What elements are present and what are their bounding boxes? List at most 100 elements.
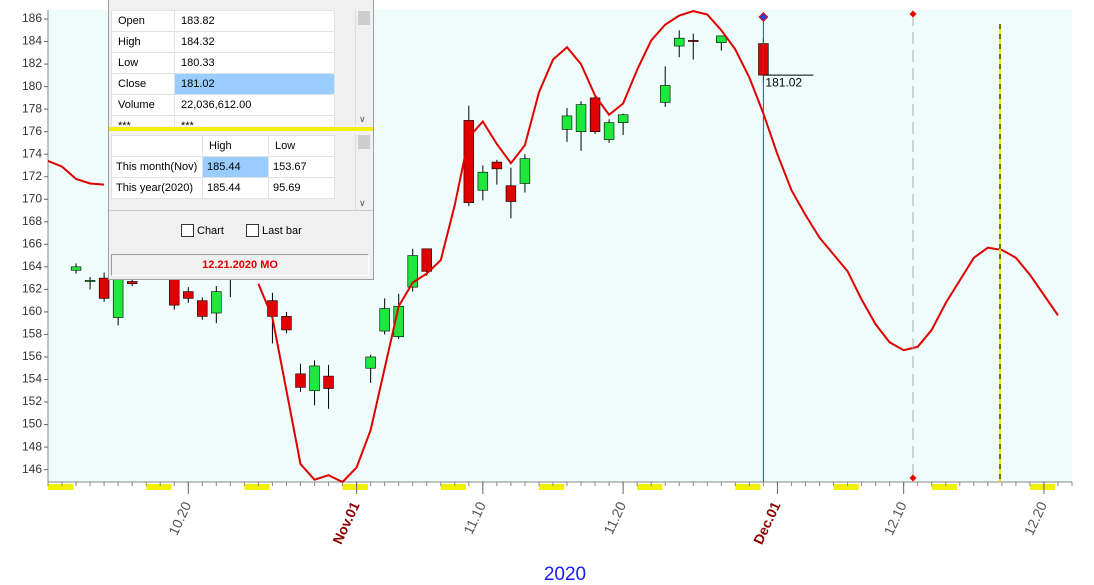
candle-body — [589, 97, 601, 132]
x-tick-label: Dec.01 — [750, 499, 784, 547]
range-column: High — [202, 135, 269, 157]
candle-body — [505, 185, 517, 202]
quote-row: High 184.32 — [111, 31, 335, 53]
weekend-band — [637, 484, 663, 490]
candle-body — [421, 248, 432, 272]
quote-value: 181.02 — [174, 73, 335, 95]
range-value: 185.44 — [202, 156, 269, 178]
candle-body — [98, 277, 110, 299]
y-tick-label: 178 — [22, 101, 42, 115]
candle-body — [603, 122, 615, 140]
divider — [109, 127, 373, 131]
x-tick-label: 10.20 — [165, 499, 194, 538]
y-tick-label: 172 — [22, 169, 42, 183]
candle-body — [295, 373, 306, 388]
quote-label: *** — [111, 115, 175, 126]
y-tick-label: 166 — [22, 236, 42, 250]
weekend-band — [931, 484, 957, 490]
candle-body — [519, 158, 531, 184]
candle-body — [491, 161, 503, 170]
quote-label: High — [111, 31, 175, 53]
candle-body — [183, 291, 194, 299]
candle-body — [659, 85, 671, 103]
y-tick-label: 164 — [22, 259, 42, 273]
y-tick-label: 168 — [22, 214, 42, 228]
y-tick-label: 182 — [22, 56, 42, 70]
y-tick-label: 158 — [22, 327, 42, 341]
scrollbar: ∨ — [355, 134, 372, 210]
y-tick-label: 160 — [22, 304, 42, 318]
range-column: Low — [268, 135, 335, 157]
quote-label: Open — [111, 10, 175, 32]
quote-value: 180.33 — [174, 52, 335, 74]
candle-body — [84, 280, 96, 282]
x-tick-label: 12.10 — [880, 499, 909, 538]
y-tick-label: 148 — [22, 439, 42, 453]
weekend-band — [48, 484, 74, 490]
candle-body — [716, 35, 727, 43]
y-tick-label: 176 — [22, 124, 42, 138]
candle-body — [561, 115, 573, 130]
quote-value: 22,036,612.00 — [174, 94, 335, 116]
candle-body — [197, 300, 208, 317]
range-label: This year(2020) — [111, 177, 203, 199]
checkbox-label: Last bar — [262, 224, 302, 237]
candle-body — [379, 308, 390, 332]
candle-body — [211, 291, 222, 314]
weekend-band — [342, 484, 368, 490]
weekend-band — [146, 484, 172, 490]
range-row: This year(2020) 185.44 95.69 — [111, 177, 335, 199]
marker — [909, 474, 917, 482]
scroll-arrow: ∨ — [359, 198, 366, 208]
quote-label: Low — [111, 52, 175, 74]
range-corner — [111, 135, 203, 157]
quote-row: Close 181.02 — [111, 73, 335, 95]
weekend-band — [1029, 484, 1056, 490]
quote-row: *** *** — [111, 115, 335, 126]
candle-body — [169, 277, 180, 306]
y-tick-label: 186 — [22, 11, 42, 25]
cursor-marker — [758, 12, 769, 22]
trend-line — [47, 10, 1059, 484]
x-tick-label: 12.20 — [1021, 499, 1050, 538]
range-value: 185.44 — [202, 177, 269, 199]
checkbox-box — [181, 224, 194, 237]
candle-body — [126, 281, 138, 285]
checkbox-label: Chart — [197, 224, 224, 237]
x-tick-label: 11.20 — [600, 499, 629, 537]
y-tick-label: 184 — [22, 34, 42, 48]
y-tick-label: 170 — [22, 191, 42, 205]
y-tick-label: 152 — [22, 394, 42, 408]
scroll-thumb — [358, 135, 370, 149]
y-tick-label: 154 — [22, 372, 42, 386]
weekend-band — [440, 484, 467, 490]
checkbox[interactable]: Chart — [181, 224, 224, 237]
status-box: 12.21.2020 MO — [111, 254, 369, 276]
marker — [909, 10, 917, 18]
weekend-band — [735, 484, 761, 490]
close-label: 181.02 — [765, 75, 802, 89]
quote-row: Open 183.82 — [111, 10, 335, 32]
plot — [47, 10, 1059, 484]
scroll-arrow: ∨ — [359, 114, 366, 124]
candle-body — [112, 277, 124, 318]
quote-table: Open 183.82 High 184.32 Low 180.33 Close 181.02… — [111, 10, 335, 126]
scrollbar: ∨ — [355, 10, 372, 126]
candle-body — [309, 365, 320, 392]
x-tick-label: Nov.01 — [329, 499, 363, 547]
candle-body — [323, 375, 334, 389]
quote-row: Low 180.33 — [111, 52, 335, 74]
x-axis-label: 2020 — [544, 564, 586, 585]
candle-body — [688, 40, 699, 42]
range-value: 95.69 — [268, 177, 335, 199]
quote-label: Close — [111, 73, 175, 95]
info-panel: Open 183.82 High 184.32 Low 180.33 Close 181.02… — [108, 0, 374, 280]
y-tick-label: 156 — [22, 349, 42, 363]
y-tick-label: 174 — [22, 146, 42, 160]
checkbox[interactable]: Last bar — [246, 224, 302, 237]
y-tick-label: 146 — [22, 462, 42, 476]
y-tick-label: 150 — [22, 417, 42, 431]
candle-body — [617, 114, 629, 123]
range-value: 153.67 — [268, 156, 335, 178]
